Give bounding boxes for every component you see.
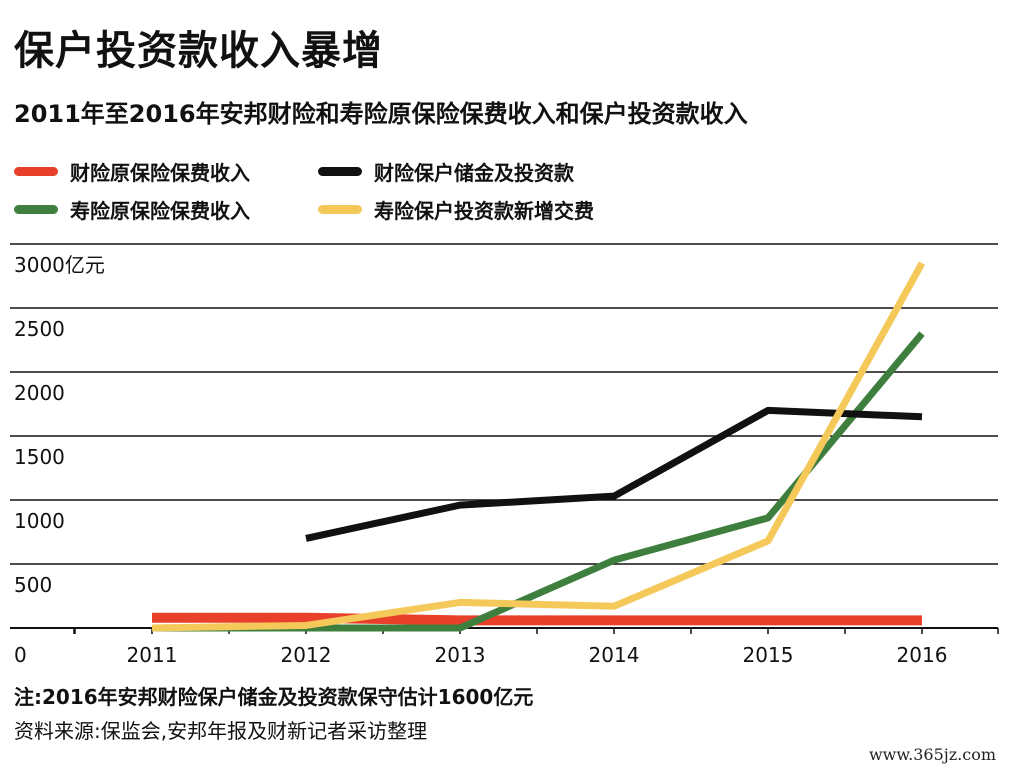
legend-label: 寿险原保险保费收入 — [70, 198, 250, 223]
legend-item-property-premium: 财险原保险保费收入 — [14, 156, 250, 186]
legend-label: 财险原保险保费收入 — [70, 160, 250, 185]
x-tick-label: 2012 — [281, 643, 332, 667]
y-tick-label: 2000 — [14, 381, 65, 405]
legend-swatch-red — [14, 166, 58, 176]
series-line-1 — [152, 331, 925, 632]
watermark: www.365jz.com — [868, 745, 996, 764]
legend-item-life-premium: 寿险原保险保费收入 — [14, 194, 250, 224]
y-tick-label: 1500 — [14, 445, 65, 469]
legend-label: 财险保户储金及投资款 — [374, 160, 574, 185]
legend-item-life-investment: 寿险保户投资款新增交费 — [318, 194, 594, 224]
y-tick-label: 500 — [14, 573, 52, 597]
y-tick-label: 1000 — [14, 509, 65, 533]
footnote-estimate: 注:2016年安邦财险保户储金及投资款保守估计1600亿元 — [14, 685, 534, 709]
legend-swatch-black — [318, 166, 362, 176]
x-tick-label: 2014 — [589, 643, 640, 667]
x-tick-label: 2016 — [897, 643, 948, 667]
y-tick-label: 0 — [14, 643, 27, 667]
legend-swatch-green — [14, 204, 58, 214]
legend-swatch-yellow — [318, 204, 362, 214]
series-line-2 — [305, 406, 923, 542]
chart-title: 保户投资款收入暴增 — [14, 28, 383, 74]
x-tick-label: 2015 — [743, 643, 794, 667]
y-tick-label: 2500 — [14, 317, 65, 341]
x-tick-label: 2011 — [127, 643, 178, 667]
series-line-3 — [151, 261, 926, 632]
chart-subtitle: 2011年至2016年安邦财险和寿险原保险保费收入和保户投资款收入 — [14, 100, 748, 128]
series-line-0 — [152, 612, 922, 626]
y-tick-label: 3000亿元 — [14, 253, 105, 277]
legend-item-property-deposits: 财险保户储金及投资款 — [318, 156, 574, 186]
x-tick-label: 2013 — [435, 643, 486, 667]
footnote-source: 资料来源:保监会,安邦年报及财新记者采访整理 — [14, 719, 428, 743]
legend-label: 寿险保户投资款新增交费 — [374, 198, 594, 223]
